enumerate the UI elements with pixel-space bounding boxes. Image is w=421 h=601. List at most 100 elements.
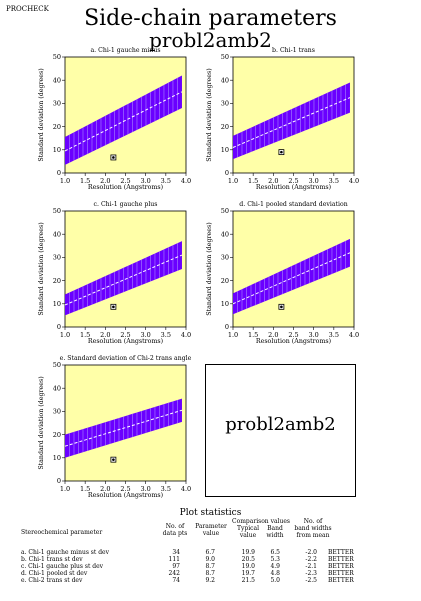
- page-subtitle: probl2amb2: [149, 28, 272, 52]
- stats-row-value: 9.2: [205, 577, 215, 584]
- stats-row-param: b. Chi-1 trans st dev: [21, 556, 83, 563]
- y-tick-label: 50: [53, 207, 61, 215]
- x-tick-label: 3.0: [140, 485, 150, 493]
- stats-row-nbw: -2.1: [305, 563, 317, 570]
- y-tick-label: 30: [53, 254, 61, 262]
- x-tick-label: 4.0: [181, 177, 191, 185]
- y-tick-label: 10: [53, 146, 61, 154]
- y-tick-label: 40: [53, 76, 61, 84]
- x-tick-label: 3.5: [329, 177, 339, 185]
- y-axis-label: Standard deviation (degrees): [38, 222, 45, 315]
- chart-panel-b: b. Chi-1 trans 1.0 1.5 2.0 2.5 3.0 3.5 4.0 0 10 20…: [206, 47, 359, 191]
- x-tick-label: 3.0: [308, 331, 318, 339]
- label-box-text: probl2amb2: [225, 414, 336, 435]
- mean-line: [64, 91, 183, 152]
- stats-header-value: value: [202, 530, 220, 537]
- chart-panel-e: e. Standard deviation of Chi-2 trans ang…: [38, 355, 192, 499]
- y-tick-label: 20: [53, 277, 61, 285]
- data-point: [280, 150, 283, 154]
- stats-row-param: c. Chi-1 gauche plus st dev: [21, 563, 104, 570]
- x-tick-label: 4.0: [349, 177, 359, 185]
- x-tick-label: 2.5: [120, 331, 130, 339]
- y-tick-label: 20: [221, 277, 229, 285]
- y-axis-label: Standard deviation (degrees): [38, 376, 45, 469]
- y-tick-label: 30: [221, 254, 229, 262]
- stats-header-parameter: Parameter: [195, 523, 227, 530]
- y-tick-label: 0: [225, 323, 229, 331]
- chart-panel-d: d. Chi-1 pooled standard deviation 1.0 1.5…: [206, 201, 359, 345]
- y-tick-label: 20: [221, 123, 229, 131]
- stats-row-value: 8.7: [205, 563, 215, 570]
- stats-header-noof: No. of: [165, 523, 185, 530]
- stats-row-verdict: BETTER: [328, 570, 354, 577]
- x-tick-label: 3.0: [140, 177, 150, 185]
- x-axis-label: Resolution (Angstroms): [256, 338, 331, 345]
- x-tick-label: 2.5: [288, 177, 298, 185]
- x-tick-label: 1.5: [80, 177, 90, 185]
- y-tick-label: 40: [221, 76, 229, 84]
- stats-row-nbw: -2.5: [305, 577, 317, 584]
- stats-row-value: 6.7: [205, 549, 215, 556]
- label-box: [205, 364, 356, 497]
- chart-panel-a: a. Chi-1 gauche minus 1.0 1.5 2.0 2.5 3.0 3.5 4…: [38, 47, 191, 191]
- x-tick-label: 1.5: [80, 331, 90, 339]
- stats-row-typical: 19.0: [241, 563, 255, 570]
- stats-title: Plot statistics: [179, 508, 242, 518]
- y-tick-label: 40: [221, 230, 229, 238]
- stats-row-band: 5.3: [270, 556, 280, 563]
- y-axis-label: Standard deviation (degrees): [206, 68, 213, 161]
- chart-panel-c: c. Chi-1 gauche plus 1.0 1.5 2.0 2.5 3.0 3.5 4.…: [38, 201, 191, 345]
- chart-title: b. Chi-1 trans: [272, 47, 315, 54]
- x-tick-label: 3.0: [308, 177, 318, 185]
- x-tick-label: 2.0: [268, 331, 278, 339]
- mean-line: [64, 254, 183, 306]
- stats-header-band: Band: [267, 525, 283, 532]
- chart-title: c. Chi-1 gauche plus: [94, 201, 158, 208]
- x-tick-label: 1.5: [248, 331, 258, 339]
- stats-row-typical: 19.9: [241, 549, 255, 556]
- stats-row-nbw: -2.3: [305, 570, 317, 577]
- y-tick-label: 0: [57, 323, 61, 331]
- stats-header-typical-value: value: [239, 532, 257, 539]
- x-tick-label: 2.0: [100, 485, 110, 493]
- x-axis-label: Resolution (Angstroms): [88, 492, 163, 499]
- y-tick-label: 30: [53, 408, 61, 416]
- stats-row-n: 111: [168, 556, 180, 563]
- mean-line: [232, 252, 351, 305]
- y-axis-label: Standard deviation (degrees): [38, 68, 45, 161]
- page-title: Side-chain parameters: [84, 6, 337, 31]
- y-tick-label: 40: [53, 384, 61, 392]
- data-point: [280, 305, 283, 309]
- stats-row-verdict: BETTER: [328, 563, 354, 570]
- y-axis-label: Standard deviation (degrees): [206, 222, 213, 315]
- stats-row-typical: 20.5: [241, 556, 255, 563]
- stats-row-param: a. Chi-1 gauche minus st dev: [21, 549, 109, 556]
- data-point: [112, 458, 115, 461]
- stats-row-typical: 21.5: [241, 577, 255, 584]
- x-axis-label: Resolution (Angstroms): [256, 184, 331, 191]
- x-axis-label: Resolution (Angstroms): [88, 338, 163, 345]
- x-tick-label: 1.0: [228, 177, 238, 185]
- chart-title: e. Standard deviation of Chi-2 trans ang…: [60, 355, 192, 362]
- stats-row-value: 9.0: [205, 556, 215, 563]
- stats-row-verdict: BETTER: [328, 549, 354, 556]
- y-tick-label: 30: [53, 100, 61, 108]
- y-tick-label: 10: [53, 300, 61, 308]
- x-tick-label: 3.5: [161, 485, 171, 493]
- x-tick-label: 1.0: [228, 331, 238, 339]
- x-tick-label: 1.0: [60, 331, 70, 339]
- data-point: [112, 305, 115, 309]
- x-tick-label: 4.0: [181, 331, 191, 339]
- x-tick-label: 2.5: [288, 331, 298, 339]
- x-tick-label: 2.0: [100, 331, 110, 339]
- data-point: [112, 156, 115, 159]
- chart-title: d. Chi-1 pooled standard deviation: [239, 201, 347, 208]
- y-tick-label: 10: [221, 300, 229, 308]
- y-tick-label: 0: [57, 169, 61, 177]
- stats-row-verdict: BETTER: [328, 556, 354, 563]
- y-tick-label: 10: [53, 454, 61, 462]
- stats-row-n: 74: [172, 577, 180, 584]
- stats-row-nbw: -2.2: [305, 556, 317, 563]
- stats-header-bandwidths: band widths: [294, 525, 332, 532]
- stats-row-param: e. Chi-2 trans st dev: [21, 577, 83, 584]
